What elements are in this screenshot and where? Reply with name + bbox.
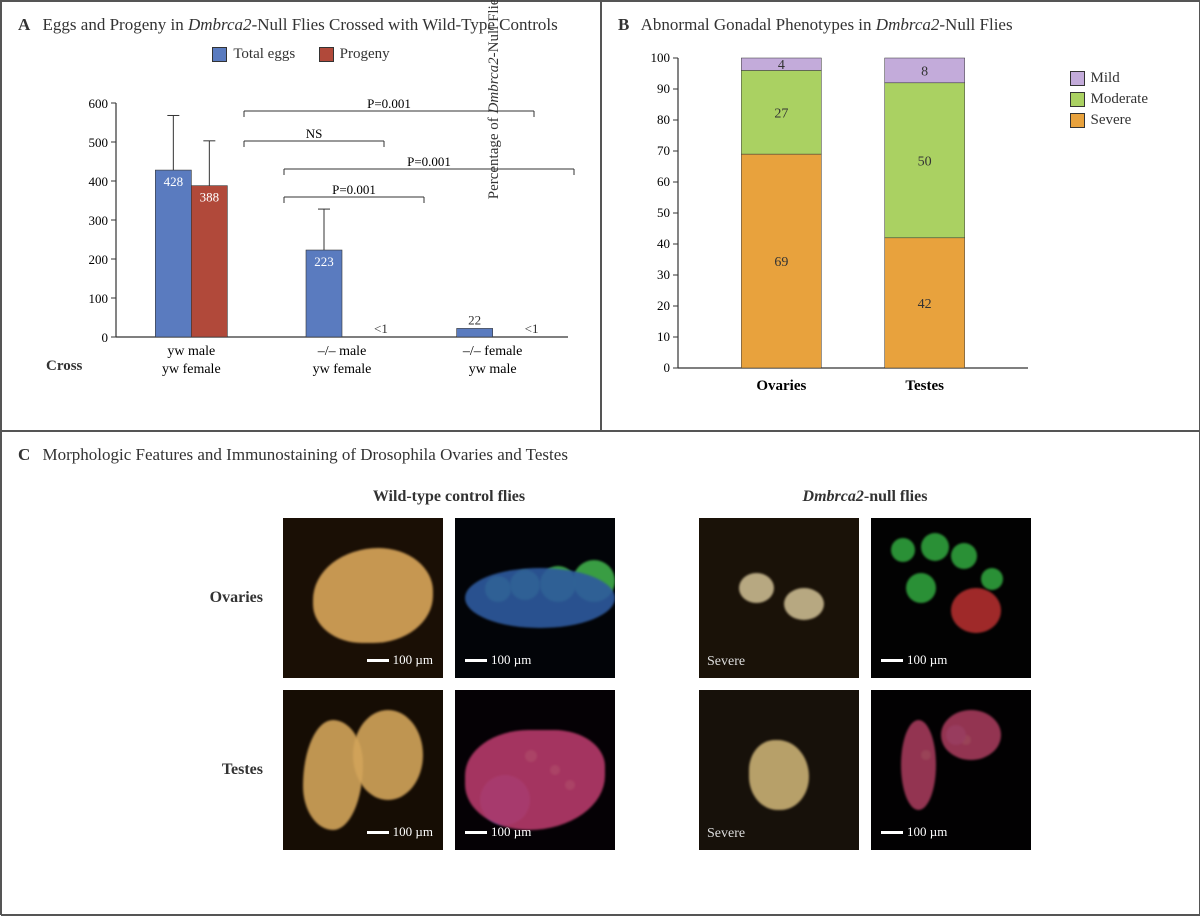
svg-text:27: 27 <box>774 106 788 121</box>
svg-text:70: 70 <box>657 143 670 158</box>
legend-total-label: Total eggs <box>233 46 295 63</box>
scale-bar: 100 µm <box>881 824 947 840</box>
panel-b-title-post: -Null Flies <box>939 15 1012 34</box>
panel-c-title-text: Morphologic Features and Immunostaining … <box>43 445 568 464</box>
chart-b-ylabel-italic: Dmbrca2 <box>486 57 502 113</box>
svg-text:90: 90 <box>657 81 670 96</box>
scale-bar: 100 µm <box>465 824 531 840</box>
svg-text:42: 42 <box>918 297 932 312</box>
legend-total-eggs: Total eggs <box>212 46 295 63</box>
panel-a: A Eggs and Progeny in Dmbrca2-Null Flies… <box>1 1 601 431</box>
svg-text:428: 428 <box>164 174 184 189</box>
svg-text:P=0.001: P=0.001 <box>367 96 411 111</box>
panel-b: B Abnormal Gonadal Phenotypes in Dmbrca2… <box>601 1 1200 431</box>
svg-text:22: 22 <box>468 313 481 328</box>
svg-text:600: 600 <box>89 96 109 111</box>
swatch-total <box>212 47 227 62</box>
panel-c: C Morphologic Features and Immunostainin… <box>1 431 1200 916</box>
svg-text:0: 0 <box>664 360 671 375</box>
svg-text:P=0.001: P=0.001 <box>332 182 376 197</box>
micro-wt-testes-if: 100 µm <box>455 690 615 850</box>
micro-null-testes-if: 100 µm <box>871 690 1031 850</box>
svg-text:–/– female: –/– female <box>462 344 522 359</box>
svg-text:40: 40 <box>657 236 670 251</box>
svg-text:0: 0 <box>102 330 109 345</box>
micro-null-testes-bf: Severe <box>699 690 859 850</box>
scale-bar: 100 µm <box>881 652 947 668</box>
legend-progeny-label: Progeny <box>340 46 390 63</box>
svg-text:30: 30 <box>657 267 670 282</box>
micro-null-ovaries-bf: Severe <box>699 518 859 678</box>
panel-b-title: B Abnormal Gonadal Phenotypes in Dmbrca2… <box>618 14 1184 36</box>
panel-a-title-post: -Null Flies Crossed with Wild-Type Contr… <box>252 15 558 34</box>
svg-text:yw female: yw female <box>313 362 372 377</box>
micro-null-ovaries-if: 100 µm <box>871 518 1031 678</box>
svg-text:<1: <1 <box>374 321 388 336</box>
chart-b-ylabel-pre: Percentage of <box>486 114 502 200</box>
svg-text:yw female: yw female <box>162 362 221 377</box>
svg-text:100: 100 <box>651 50 671 65</box>
panel-a-title-italic: Dmbrca2 <box>188 15 252 34</box>
svg-text:400: 400 <box>89 174 109 189</box>
panel-c-title: C Morphologic Features and Immunostainin… <box>18 444 1184 466</box>
svg-text:80: 80 <box>657 112 670 127</box>
svg-text:388: 388 <box>200 190 220 205</box>
panel-b-title-italic: Dmbrca2 <box>876 15 940 34</box>
svg-text:yw male: yw male <box>167 344 215 359</box>
svg-text:8: 8 <box>921 64 928 79</box>
svg-text:300: 300 <box>89 213 109 228</box>
col-header-wt: Wild-type control flies <box>283 488 615 506</box>
scale-bar: 100 µm <box>465 652 531 668</box>
svg-text:yw male: yw male <box>469 362 517 377</box>
col-header-null-italic: Dmbrca2 <box>803 488 864 505</box>
row-header-testes: Testes <box>171 761 271 779</box>
svg-text:10: 10 <box>657 329 670 344</box>
svg-text:20: 20 <box>657 298 670 313</box>
svg-text:<1: <1 <box>525 321 539 336</box>
svg-text:P=0.001: P=0.001 <box>407 154 451 169</box>
col-header-null-post: -null flies <box>864 488 928 505</box>
col-header-null: Dmbrca2-null flies <box>699 488 1031 506</box>
chart-b-ylabel: Percentage of Dmbrca2-Null Flies <box>486 0 503 226</box>
panel-b-title-pre: Abnormal Gonadal Phenotypes in <box>641 15 876 34</box>
chart-b: Percentage of Dmbrca2-Null Flies Mild Mo… <box>618 46 1158 406</box>
svg-text:4: 4 <box>778 58 785 73</box>
scale-bar: 100 µm <box>367 652 433 668</box>
svg-text:NS: NS <box>306 126 323 141</box>
severe-label: Severe <box>707 826 745 842</box>
legend-progeny: Progeny <box>319 46 390 63</box>
svg-text:500: 500 <box>89 135 109 150</box>
svg-text:50: 50 <box>657 205 670 220</box>
scale-bar: 100 µm <box>367 824 433 840</box>
row-header-ovaries: Ovaries <box>171 589 271 607</box>
panel-c-letter: C <box>18 445 30 464</box>
svg-text:50: 50 <box>918 154 932 169</box>
chart-b-svg: 0 10 20 30 40 50 60 70 80 90 100 69 27 4 Ovaries 42 50 8 T… <box>618 46 1158 406</box>
svg-text:69: 69 <box>774 255 788 270</box>
micro-wt-testes-bf: 100 µm <box>283 690 443 850</box>
svg-text:223: 223 <box>314 254 334 269</box>
svg-text:100: 100 <box>89 291 109 306</box>
panel-a-title-pre: Eggs and Progeny in <box>43 15 188 34</box>
svg-text:Ovaries: Ovaries <box>756 378 806 394</box>
panel-a-letter: A <box>18 15 30 34</box>
svg-text:200: 200 <box>89 252 109 267</box>
panel-b-letter: B <box>618 15 629 34</box>
svg-text:–/– male: –/– male <box>317 344 367 359</box>
swatch-progeny <box>319 47 334 62</box>
chart-b-ylabel-post: -Null Flies <box>486 0 502 57</box>
severe-label: Severe <box>707 654 745 670</box>
svg-text:60: 60 <box>657 174 670 189</box>
micro-wt-ovaries-bf: 100 µm <box>283 518 443 678</box>
figure-container: A Eggs and Progeny in Dmbrca2-Null Flies… <box>0 0 1200 915</box>
micro-wt-ovaries-if: 100 µm <box>455 518 615 678</box>
svg-text:Testes: Testes <box>905 378 944 394</box>
panel-c-grid: Wild-type control flies Dmbrca2-null fli… <box>18 476 1184 850</box>
